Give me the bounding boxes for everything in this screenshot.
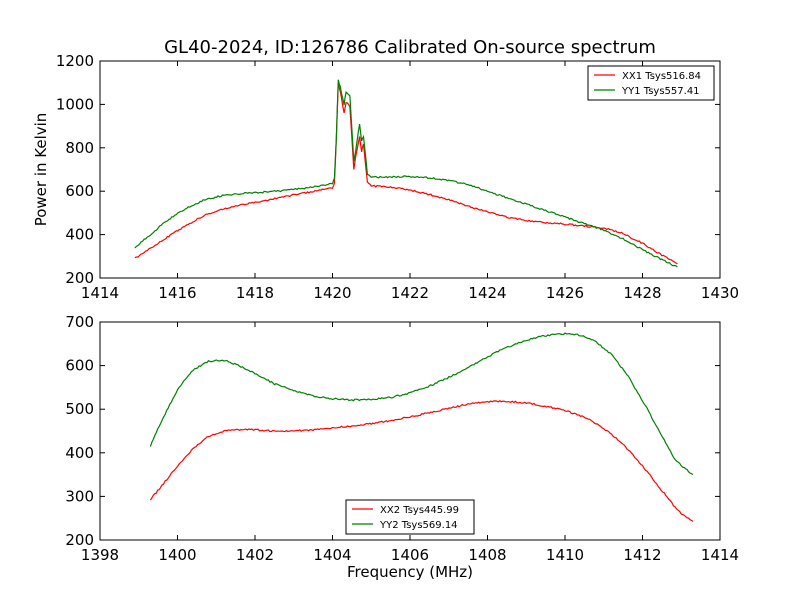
y-tick-label: 400 bbox=[65, 226, 94, 244]
top-panel: 1414 1416 1418 1420 1422 1424 1426 1428 1430 200 4… bbox=[32, 52, 739, 302]
x-tick-label: 1430 bbox=[701, 284, 739, 302]
x-axis-label: Frequency (MHz) bbox=[347, 563, 473, 581]
x-tick-label: 1426 bbox=[546, 284, 584, 302]
x-tick-label: 1400 bbox=[158, 546, 196, 564]
y-tick-label: 600 bbox=[65, 182, 94, 200]
legend-entry: XX2 Tsys445.99 bbox=[380, 505, 459, 516]
series-line-xx2 bbox=[149, 399, 694, 522]
series-line-yy1 bbox=[134, 79, 678, 268]
y-tick-label: 1200 bbox=[56, 52, 94, 70]
legend-entry: YY2 Tsys569.14 bbox=[379, 520, 458, 531]
y-tick-label: 200 bbox=[65, 269, 94, 287]
x-tick-label: 1408 bbox=[468, 546, 506, 564]
y-axis-label: Power in Kelvin bbox=[32, 113, 50, 227]
x-tick-label: 1424 bbox=[468, 284, 506, 302]
y-tick-label: 700 bbox=[65, 313, 94, 331]
x-tick-label: 1414 bbox=[81, 284, 119, 302]
x-tick-label: 1402 bbox=[236, 546, 274, 564]
x-tick-label: 1428 bbox=[623, 284, 661, 302]
y-tick-label: 800 bbox=[65, 139, 94, 157]
x-tick-label: 1412 bbox=[623, 546, 661, 564]
x-tick-label: 1420 bbox=[313, 284, 351, 302]
y-tick-label: 300 bbox=[65, 487, 94, 505]
x-tick-label: 1398 bbox=[81, 546, 119, 564]
x-tick-label: 1410 bbox=[546, 546, 584, 564]
x-tick-label: 1416 bbox=[158, 284, 196, 302]
x-tick-label: 1404 bbox=[313, 546, 351, 564]
legend-box bbox=[587, 65, 715, 101]
series-line-xx1 bbox=[134, 82, 678, 265]
x-tick-label: 1406 bbox=[391, 546, 429, 564]
x-tick-label: 1422 bbox=[391, 284, 429, 302]
y-tick-label: 500 bbox=[65, 400, 94, 418]
chart-title: GL40-2024, ID:126786 Calibrated On-sourc… bbox=[164, 37, 656, 58]
y-tick-label: 1000 bbox=[56, 95, 94, 113]
x-tick-label: 1414 bbox=[701, 546, 739, 564]
legend: XX1 Tsys516.84 YY1 Tsys557.41 bbox=[587, 65, 715, 101]
y-tick-label: 600 bbox=[65, 357, 94, 375]
y-tick-label: 400 bbox=[65, 444, 94, 462]
series-line-yy2 bbox=[149, 332, 694, 476]
legend-box bbox=[345, 499, 475, 535]
x-tick-label: 1418 bbox=[236, 284, 274, 302]
legend-entry: YY1 Tsys557.41 bbox=[621, 86, 700, 97]
y-tick-label: 200 bbox=[65, 531, 94, 549]
legend: XX2 Tsys445.99 YY2 Tsys569.14 bbox=[345, 499, 475, 535]
bottom-panel: 1398 1400 1402 1404 1406 1408 1410 1412 1414 200 3… bbox=[65, 313, 739, 581]
legend-entry: XX1 Tsys516.84 bbox=[622, 71, 701, 82]
